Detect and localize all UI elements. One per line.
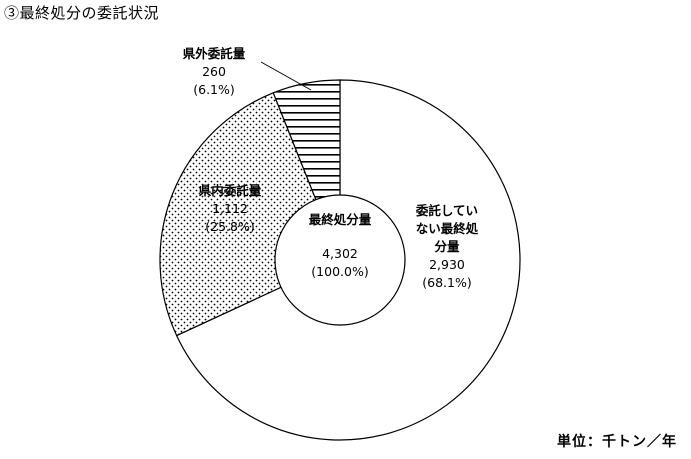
slice-percent-1: (25.8%) bbox=[205, 219, 254, 234]
slice-label-0: 分量 bbox=[434, 239, 460, 254]
leader-line bbox=[260, 61, 312, 91]
slice-label-2: 県外委託量 bbox=[183, 46, 246, 61]
slice-label-0: ない最終処 bbox=[416, 221, 479, 236]
slice-value-2: 260 bbox=[202, 64, 226, 79]
slice-label-0: 委託してい bbox=[415, 203, 478, 218]
slice-percent-0: (68.1%) bbox=[422, 275, 471, 290]
slice-value-0: 2,930 bbox=[429, 257, 465, 272]
center-value: 4,302 bbox=[322, 246, 358, 261]
slice-label-1: 県内委託量 bbox=[199, 183, 262, 198]
slice-value-1: 1,112 bbox=[212, 201, 248, 216]
slice-percent-2: (6.1%) bbox=[193, 82, 235, 97]
chart-title: ③最終処分の委託状況 bbox=[4, 4, 160, 22]
center-label: 最終処分量 bbox=[309, 212, 372, 227]
unit-label: 単位：千トン／年 bbox=[557, 434, 677, 450]
center-circle bbox=[274, 194, 406, 326]
center-percent: (100.0%) bbox=[311, 264, 368, 279]
